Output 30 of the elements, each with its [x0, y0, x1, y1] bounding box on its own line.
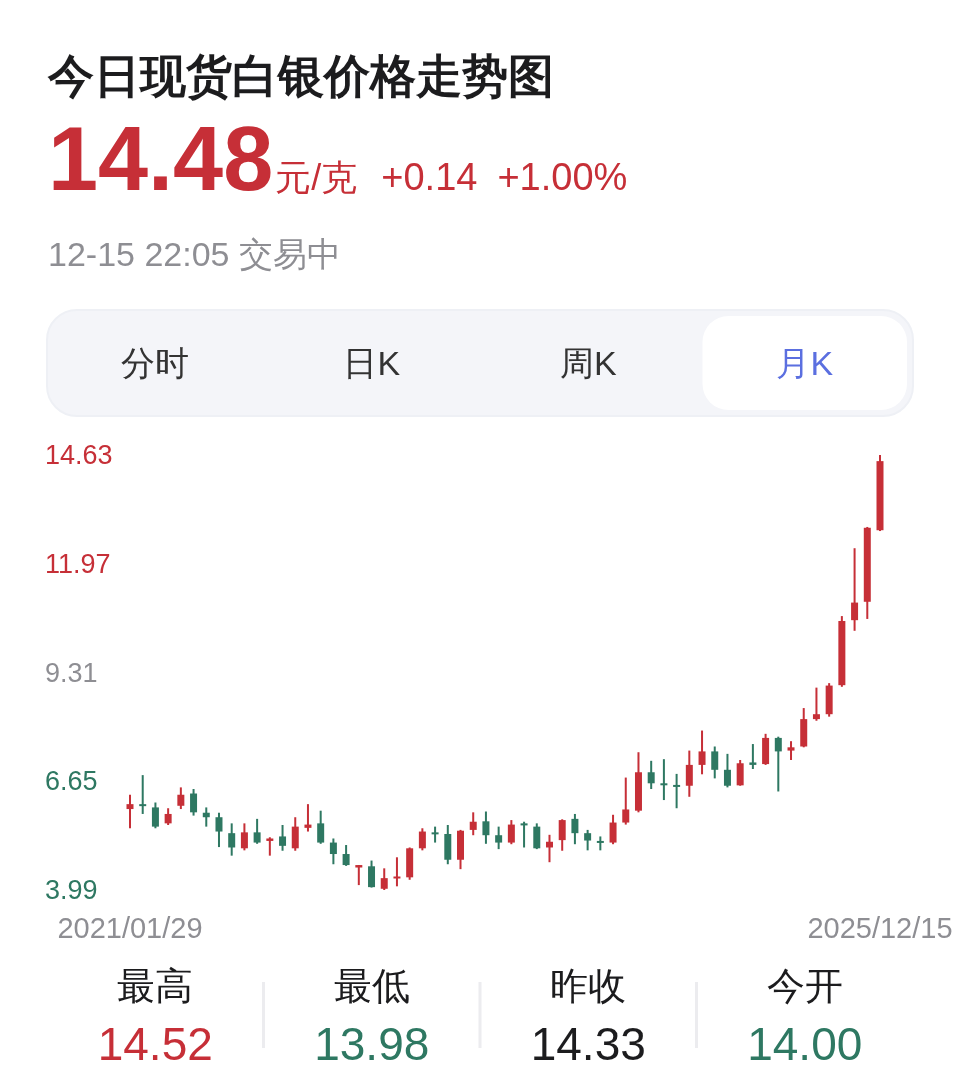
- y-tick-label: 3.99: [45, 875, 98, 905]
- candlestick: [139, 775, 147, 814]
- candlestick: [393, 857, 401, 887]
- text: 昨收: [550, 965, 627, 1007]
- text: 13.98: [314, 1018, 430, 1070]
- text: 分时: [121, 344, 190, 382]
- chart-title: 今日现货白银价格走势图: [47, 50, 554, 102]
- y-tick-label: 14.63: [45, 440, 113, 470]
- y-tick-label: 6.65: [45, 766, 98, 797]
- text: 周K: [559, 344, 617, 382]
- text: +1.00%: [497, 156, 628, 198]
- text: 今开: [766, 965, 843, 1007]
- x-tick-label: 2025/12/15: [807, 912, 953, 944]
- candlestick: [304, 804, 312, 832]
- candlestick: [660, 759, 668, 801]
- text: 最低: [333, 965, 410, 1007]
- text: 最高: [117, 965, 194, 1007]
- text: 12-15 22:05 交易中: [48, 235, 341, 273]
- candlestick: [673, 773, 681, 809]
- y-tick-label: 11.97: [45, 548, 111, 579]
- text: 14.52: [97, 1018, 213, 1070]
- text: 14.33: [530, 1018, 646, 1070]
- x-tick-label: 2021/01/29: [57, 912, 203, 944]
- text: 14.00: [747, 1018, 863, 1070]
- text: 日K: [343, 344, 401, 382]
- y-tick-label: 9.31: [45, 657, 98, 688]
- text: +0.14: [381, 156, 478, 198]
- text: 14.48: [48, 109, 274, 209]
- text: 月K: [776, 344, 834, 382]
- text: 元/克: [275, 157, 358, 198]
